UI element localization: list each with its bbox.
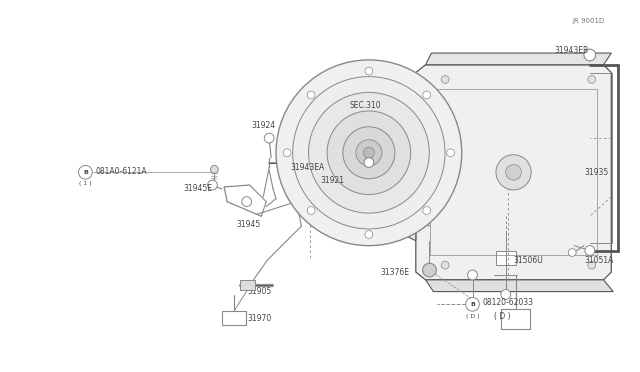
Circle shape (496, 155, 531, 190)
Polygon shape (426, 280, 613, 292)
Text: ( 1 ): ( 1 ) (79, 180, 92, 186)
Text: 08120-62033: 08120-62033 (483, 298, 533, 307)
Polygon shape (416, 65, 611, 280)
Text: ( D ): ( D ) (494, 311, 511, 321)
Bar (240, 280, 255, 290)
Text: 31943EA: 31943EA (291, 163, 325, 172)
Polygon shape (426, 53, 611, 65)
Circle shape (343, 127, 395, 179)
Circle shape (423, 206, 431, 215)
Circle shape (327, 111, 411, 195)
Text: JR 9001D: JR 9001D (572, 18, 604, 24)
Circle shape (365, 67, 372, 75)
Bar (222, 311, 246, 325)
Text: 31943EB: 31943EB (555, 46, 589, 55)
Text: 31905: 31905 (248, 287, 272, 296)
Circle shape (79, 166, 92, 179)
Text: B: B (83, 170, 88, 175)
Circle shape (585, 246, 595, 256)
Circle shape (447, 149, 454, 157)
Text: 081A0-6121A: 081A0-6121A (95, 167, 147, 176)
Circle shape (568, 248, 576, 256)
Circle shape (506, 164, 522, 180)
Circle shape (292, 77, 445, 229)
Circle shape (588, 261, 596, 269)
Circle shape (276, 60, 461, 246)
Circle shape (242, 197, 252, 206)
Circle shape (307, 91, 315, 99)
Text: SEC.310: SEC.310 (349, 101, 381, 110)
Circle shape (364, 147, 374, 158)
Circle shape (588, 76, 596, 83)
Circle shape (501, 290, 511, 299)
Text: B: B (470, 302, 475, 307)
Circle shape (466, 298, 479, 311)
Circle shape (584, 49, 596, 61)
Circle shape (441, 261, 449, 269)
Circle shape (307, 206, 315, 215)
Circle shape (468, 270, 477, 280)
Text: 31051A: 31051A (584, 256, 613, 265)
Text: 31921: 31921 (320, 176, 344, 185)
Circle shape (441, 76, 449, 83)
Circle shape (365, 231, 372, 238)
Circle shape (423, 91, 431, 99)
Text: 31935: 31935 (584, 168, 608, 177)
Text: 31506U: 31506U (513, 256, 543, 265)
Text: 31970: 31970 (248, 314, 272, 323)
Circle shape (284, 149, 291, 157)
Circle shape (211, 166, 218, 173)
Circle shape (422, 263, 436, 277)
Text: 31924: 31924 (252, 121, 276, 130)
Circle shape (264, 133, 274, 143)
Circle shape (356, 140, 382, 166)
Text: 31376E: 31376E (381, 267, 410, 276)
Polygon shape (396, 104, 416, 241)
Text: 31945E: 31945E (183, 185, 212, 193)
Text: ( D ): ( D ) (466, 314, 479, 318)
Circle shape (364, 158, 374, 167)
Circle shape (308, 92, 429, 213)
Circle shape (207, 180, 218, 190)
Bar (496, 250, 515, 265)
Text: 31945: 31945 (237, 219, 261, 229)
